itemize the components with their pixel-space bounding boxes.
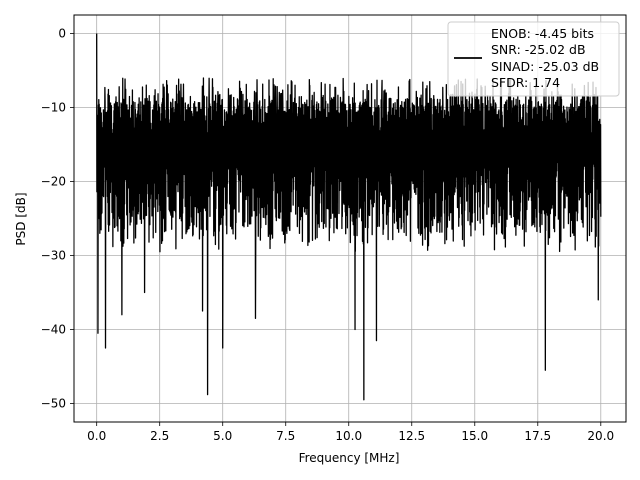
legend-entry-sfdr: SFDR: 1.74 (491, 75, 560, 90)
legend-entry-sinad: SINAD: -25.03 dB (491, 59, 599, 74)
y-tick-label: −30 (41, 249, 66, 263)
x-axis-label: Frequency [MHz] (299, 451, 400, 465)
y-tick-label: 0 (58, 27, 66, 41)
y-axis-label: PSD [dB] (14, 192, 28, 245)
y-tick-label: −20 (41, 175, 66, 189)
x-tick-label: 17.5 (524, 429, 551, 443)
x-tick-label: 5.0 (213, 429, 232, 443)
y-axis-ticks: 0 −10 −20 −30 −40 −50 (41, 27, 74, 411)
y-tick-label: −40 (41, 323, 66, 337)
x-tick-label: 20.0 (587, 429, 614, 443)
legend-entry-snr: SNR: -25.02 dB (491, 42, 586, 57)
x-tick-label: 10.0 (335, 429, 362, 443)
x-tick-label: 15.0 (461, 429, 488, 443)
x-tick-label: 7.5 (276, 429, 295, 443)
psd-series (96, 33, 602, 401)
legend-entry-enob: ENOB: -4.45 bits (491, 26, 594, 41)
plot-frame (73, 14, 627, 423)
x-tick-label: 12.5 (398, 429, 425, 443)
legend: ENOB: -4.45 bits SNR: -25.02 dB SINAD: -… (447, 21, 620, 97)
x-tick-label: 2.5 (150, 429, 169, 443)
x-tick-label: 0.0 (87, 429, 106, 443)
psd-line (96, 33, 602, 401)
legend-box (447, 21, 620, 97)
y-tick-label: −50 (41, 397, 66, 411)
y-tick-label: −10 (41, 101, 66, 115)
x-axis-ticks: 0.0 2.5 5.0 7.5 10.0 12.5 15.0 17.5 20.0 (87, 422, 614, 443)
